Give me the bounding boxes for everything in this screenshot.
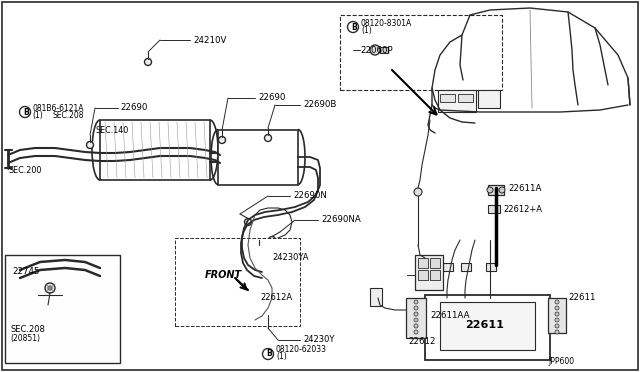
Bar bbox=[486, 263, 496, 271]
Circle shape bbox=[414, 324, 418, 328]
Bar bbox=[380, 47, 388, 53]
Circle shape bbox=[555, 324, 559, 328]
Text: SEC.200: SEC.200 bbox=[8, 166, 42, 174]
Circle shape bbox=[555, 330, 559, 334]
Circle shape bbox=[48, 286, 52, 290]
Circle shape bbox=[218, 137, 225, 144]
Circle shape bbox=[264, 135, 271, 141]
Bar bbox=[370, 288, 382, 306]
Circle shape bbox=[414, 188, 422, 196]
Circle shape bbox=[555, 306, 559, 310]
Bar bbox=[218, 130, 298, 185]
Bar bbox=[440, 302, 535, 350]
Text: 24230YA: 24230YA bbox=[272, 253, 308, 263]
Circle shape bbox=[254, 245, 264, 255]
Text: 081B6-6121A: 081B6-6121A bbox=[32, 103, 83, 112]
Text: (1): (1) bbox=[361, 26, 372, 35]
Bar bbox=[100, 120, 210, 180]
Text: 08120-8301A: 08120-8301A bbox=[361, 19, 412, 28]
Bar bbox=[175, 238, 300, 326]
Circle shape bbox=[262, 349, 273, 359]
Bar bbox=[5, 255, 120, 363]
Text: 22745: 22745 bbox=[12, 267, 40, 276]
Circle shape bbox=[414, 306, 418, 310]
Circle shape bbox=[86, 141, 93, 148]
Text: FRONT: FRONT bbox=[205, 270, 242, 280]
Circle shape bbox=[370, 45, 380, 55]
Bar bbox=[430, 270, 440, 280]
Text: 22611A: 22611A bbox=[508, 183, 541, 192]
Text: 08120-62033: 08120-62033 bbox=[276, 346, 327, 355]
Bar bbox=[430, 258, 440, 268]
Circle shape bbox=[555, 318, 559, 322]
Text: SEC.140: SEC.140 bbox=[95, 125, 128, 135]
Bar bbox=[415, 255, 443, 290]
Circle shape bbox=[145, 58, 152, 65]
Bar bbox=[425, 295, 550, 360]
Text: JPP600: JPP600 bbox=[548, 357, 574, 366]
Bar bbox=[406, 298, 426, 338]
Bar bbox=[478, 90, 500, 108]
Circle shape bbox=[555, 300, 559, 304]
Text: 22611: 22611 bbox=[465, 320, 504, 330]
Circle shape bbox=[414, 312, 418, 316]
Bar bbox=[438, 90, 476, 112]
Circle shape bbox=[414, 300, 418, 304]
Circle shape bbox=[414, 330, 418, 334]
Text: 22060P: 22060P bbox=[360, 45, 392, 55]
Text: B: B bbox=[266, 350, 272, 359]
Text: 22612: 22612 bbox=[408, 337, 435, 346]
Text: 22690: 22690 bbox=[120, 103, 147, 112]
Circle shape bbox=[555, 312, 559, 316]
Text: 22611: 22611 bbox=[568, 294, 595, 302]
Text: 22690N: 22690N bbox=[293, 190, 327, 199]
Bar bbox=[488, 205, 500, 213]
Bar bbox=[248, 255, 270, 287]
Text: B: B bbox=[23, 108, 29, 116]
Circle shape bbox=[269, 237, 275, 244]
Circle shape bbox=[244, 218, 252, 225]
Bar bbox=[488, 185, 504, 195]
Bar bbox=[461, 263, 471, 271]
Text: 22612A: 22612A bbox=[260, 294, 292, 302]
Text: (20851): (20851) bbox=[10, 334, 40, 343]
Bar bbox=[548, 298, 566, 333]
Bar bbox=[458, 94, 473, 102]
Circle shape bbox=[499, 187, 505, 193]
Circle shape bbox=[487, 187, 493, 193]
Text: (1): (1) bbox=[276, 353, 287, 362]
Text: 24230Y: 24230Y bbox=[303, 334, 334, 343]
Circle shape bbox=[45, 283, 55, 293]
Circle shape bbox=[264, 314, 271, 321]
Text: 22690B: 22690B bbox=[303, 99, 337, 109]
Text: SEC.208: SEC.208 bbox=[10, 326, 45, 334]
Circle shape bbox=[414, 318, 418, 322]
Bar bbox=[418, 258, 428, 268]
Bar bbox=[340, 15, 502, 90]
Text: (1): (1) bbox=[32, 110, 43, 119]
Bar bbox=[242, 292, 258, 304]
Text: 22612+A: 22612+A bbox=[503, 205, 542, 214]
Text: B: B bbox=[351, 22, 357, 32]
Text: 22690: 22690 bbox=[258, 93, 285, 102]
Text: 22690NA: 22690NA bbox=[321, 215, 361, 224]
Bar bbox=[443, 263, 453, 271]
Circle shape bbox=[348, 22, 358, 32]
Text: 22611AA: 22611AA bbox=[430, 311, 470, 320]
Circle shape bbox=[19, 106, 31, 118]
Text: 24210V: 24210V bbox=[193, 35, 227, 45]
Bar bbox=[418, 270, 428, 280]
Bar bbox=[440, 94, 455, 102]
Text: SEC.208: SEC.208 bbox=[52, 110, 83, 119]
